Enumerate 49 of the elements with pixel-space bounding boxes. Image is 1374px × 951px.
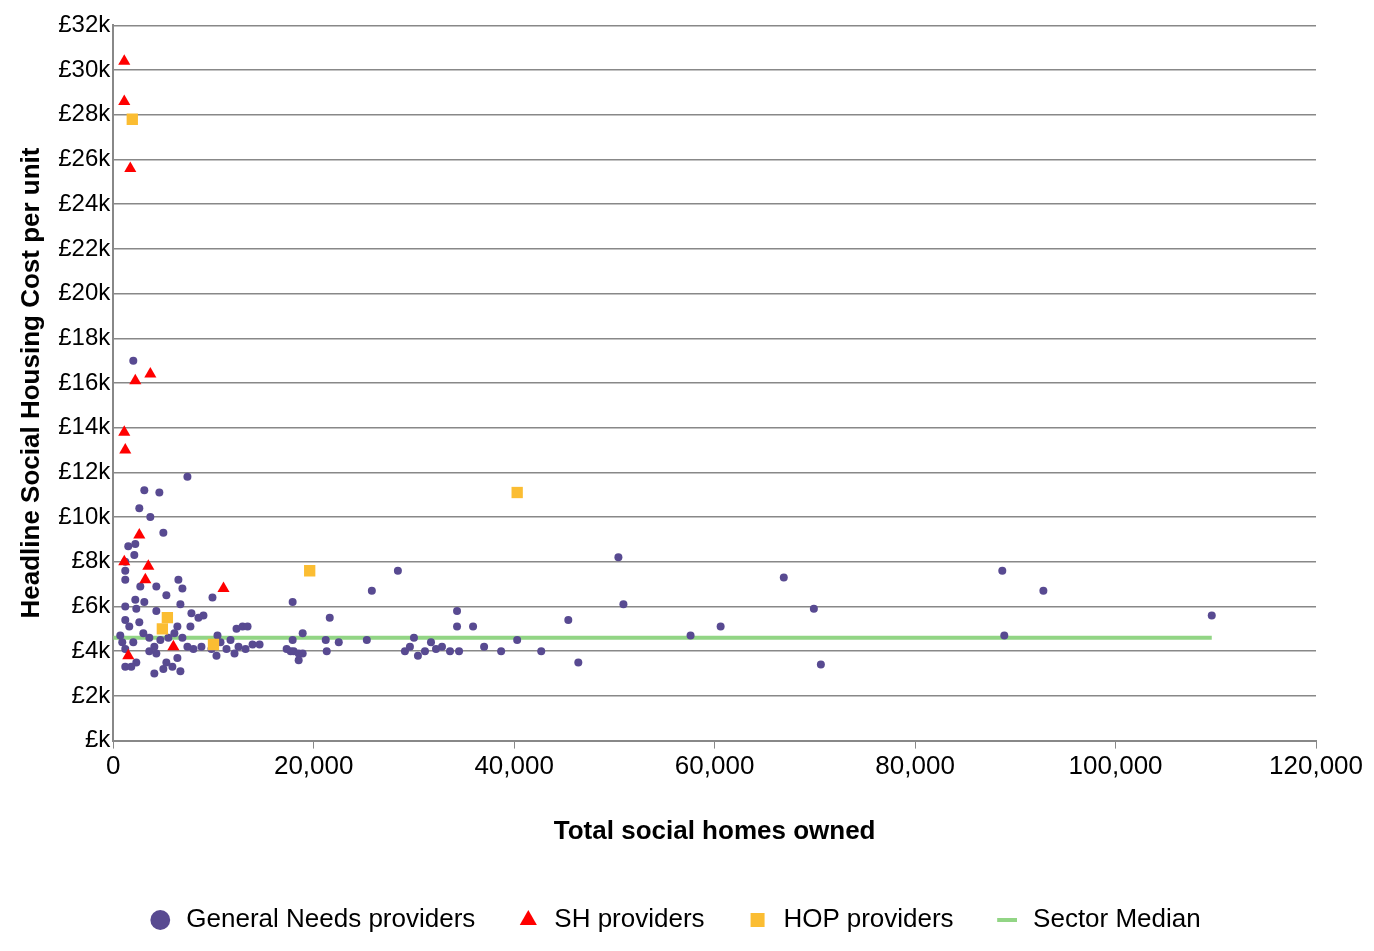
y-tick-label: £20k [58, 278, 112, 306]
y-tick-label: £16k [58, 367, 112, 395]
y-tick-label: £32k [58, 10, 112, 38]
legend-label: HOP providers [783, 903, 954, 934]
legend-label: SH providers [554, 903, 705, 934]
point [118, 54, 131, 65]
point [119, 443, 132, 454]
legend-label: General Needs providers [186, 903, 476, 934]
x-tick-label: 80,000 [875, 750, 955, 781]
point [156, 623, 169, 635]
y-axis-title: Headline Social Housing Cost per unit [14, 147, 45, 619]
point [144, 367, 157, 378]
point [133, 527, 146, 539]
x-tick-label: 40,000 [474, 750, 554, 781]
y-tick-label: £8k [71, 546, 112, 574]
point [139, 572, 152, 584]
y-tick-label: £k [84, 725, 112, 753]
point [118, 425, 131, 436]
y-tick-label: £2k [71, 680, 112, 708]
point [304, 565, 316, 577]
y-tick-label: £14k [58, 412, 112, 440]
y-tick-label: £28k [58, 99, 112, 127]
x-tick-label: 20,000 [273, 750, 354, 781]
y-tick-label: £22k [58, 233, 112, 261]
y-tick-label: £30k [58, 54, 112, 82]
point [167, 639, 180, 651]
y-tick-label: £12k [58, 457, 112, 485]
x-tick-label: 100,000 [1068, 750, 1163, 781]
point [129, 373, 142, 385]
x-axis-title: Total social homes owned [553, 814, 876, 845]
point [124, 161, 137, 172]
y-tick-label: £24k [58, 188, 112, 216]
y-tick-label: £4k [71, 635, 112, 663]
y-tick-label: £26k [58, 144, 112, 172]
x-tick-label: 120,000 [1269, 750, 1363, 781]
legend-label: Sector Median [1033, 903, 1201, 934]
y-tick-label: £18k [58, 322, 112, 350]
point [511, 486, 523, 499]
x-tick-label: 60,000 [674, 750, 755, 781]
point [118, 94, 131, 105]
point [126, 113, 138, 125]
point [207, 638, 220, 651]
x-tick-label: 0 [106, 750, 121, 781]
y-tick-label: £6k [71, 591, 112, 619]
point [122, 648, 135, 660]
point [161, 612, 174, 624]
point [142, 559, 155, 570]
y-tick-label: £10k [58, 501, 112, 529]
point [217, 581, 230, 593]
